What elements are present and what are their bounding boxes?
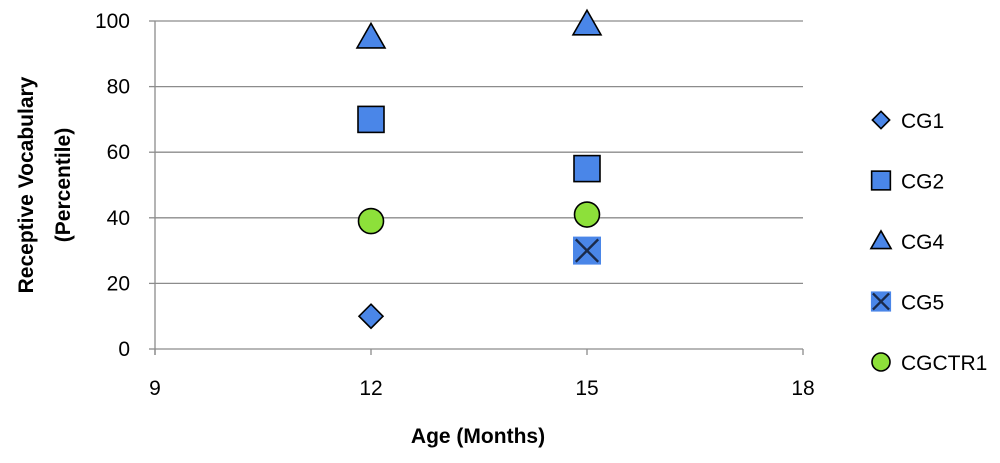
legend-item-cg2: CG2 xyxy=(870,170,944,194)
y-tick-labels: 0 20 40 60 80 100 xyxy=(95,10,130,361)
point-cg2 xyxy=(573,154,601,183)
y-tick-label: 40 xyxy=(107,207,130,230)
point-cg2 xyxy=(357,105,385,134)
x-tick-labels: 9 12 15 18 xyxy=(149,377,815,400)
legend-marker xyxy=(871,352,891,372)
legend-item-cgctr1: CGCTR1 xyxy=(871,352,987,375)
x-tick-label: 18 xyxy=(791,377,814,400)
x-tick-label: 15 xyxy=(575,377,598,400)
gridlines xyxy=(155,20,803,285)
point-cg4 xyxy=(355,21,387,49)
y-axis-title-group: Receptive Vocabulary (Percentile) xyxy=(15,76,75,293)
x-tick-label: 9 xyxy=(149,377,161,400)
legend-label: CG5 xyxy=(901,292,944,315)
point-cg5 xyxy=(573,236,601,265)
y-axis-title-line: (Percentile) xyxy=(52,128,75,242)
legend-label: CGCTR1 xyxy=(901,352,987,375)
y-axis-title: Receptive Vocabulary (Percentile) xyxy=(15,76,75,293)
legend-marker xyxy=(870,170,892,191)
point-cgctr1 xyxy=(573,201,601,228)
point-cg4 xyxy=(571,8,603,36)
legend-item-cg5: CG5 xyxy=(870,291,944,315)
y-tick-label: 20 xyxy=(107,272,130,295)
y-tick-label: 80 xyxy=(107,76,130,99)
legend-label: CG4 xyxy=(901,231,945,254)
legend: CG1 CG2 CG4 CG5 CGCTR1 xyxy=(869,110,987,375)
x-tick-label: 12 xyxy=(359,377,382,400)
y-axis-title-line: Receptive Vocabulary xyxy=(15,76,38,293)
legend-marker xyxy=(871,110,891,130)
y-tick-label: 0 xyxy=(118,338,130,361)
y-tick-label: 60 xyxy=(107,141,130,164)
legend-marker xyxy=(870,291,892,312)
axes xyxy=(149,20,804,355)
legend-marker xyxy=(869,229,893,250)
legend-label: CG2 xyxy=(901,171,944,194)
legend-label: CG1 xyxy=(901,110,944,133)
y-tick-label: 100 xyxy=(95,10,130,33)
point-cg1 xyxy=(357,303,385,330)
point-cgctr1 xyxy=(357,207,385,235)
legend-item-cg1: CG1 xyxy=(871,110,944,133)
legend-item-cg4: CG4 xyxy=(869,229,945,254)
x-axis-title: Age (Months) xyxy=(411,425,545,448)
data-points xyxy=(355,8,603,330)
